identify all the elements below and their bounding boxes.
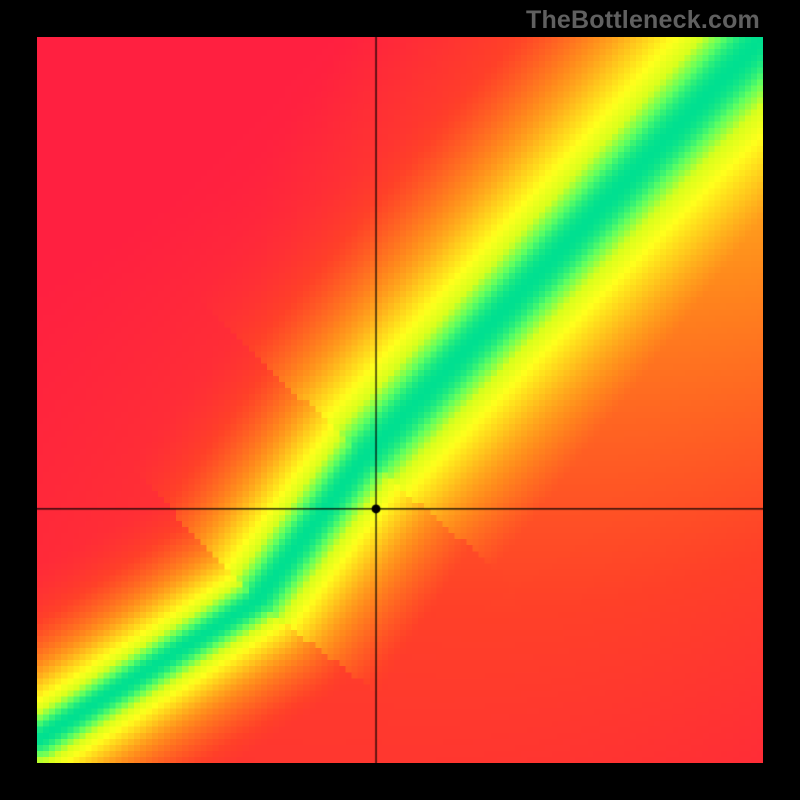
bottleneck-heatmap <box>37 37 763 763</box>
watermark-text: TheBottleneck.com <box>526 6 760 35</box>
chart-container: TheBottleneck.com <box>0 0 800 800</box>
